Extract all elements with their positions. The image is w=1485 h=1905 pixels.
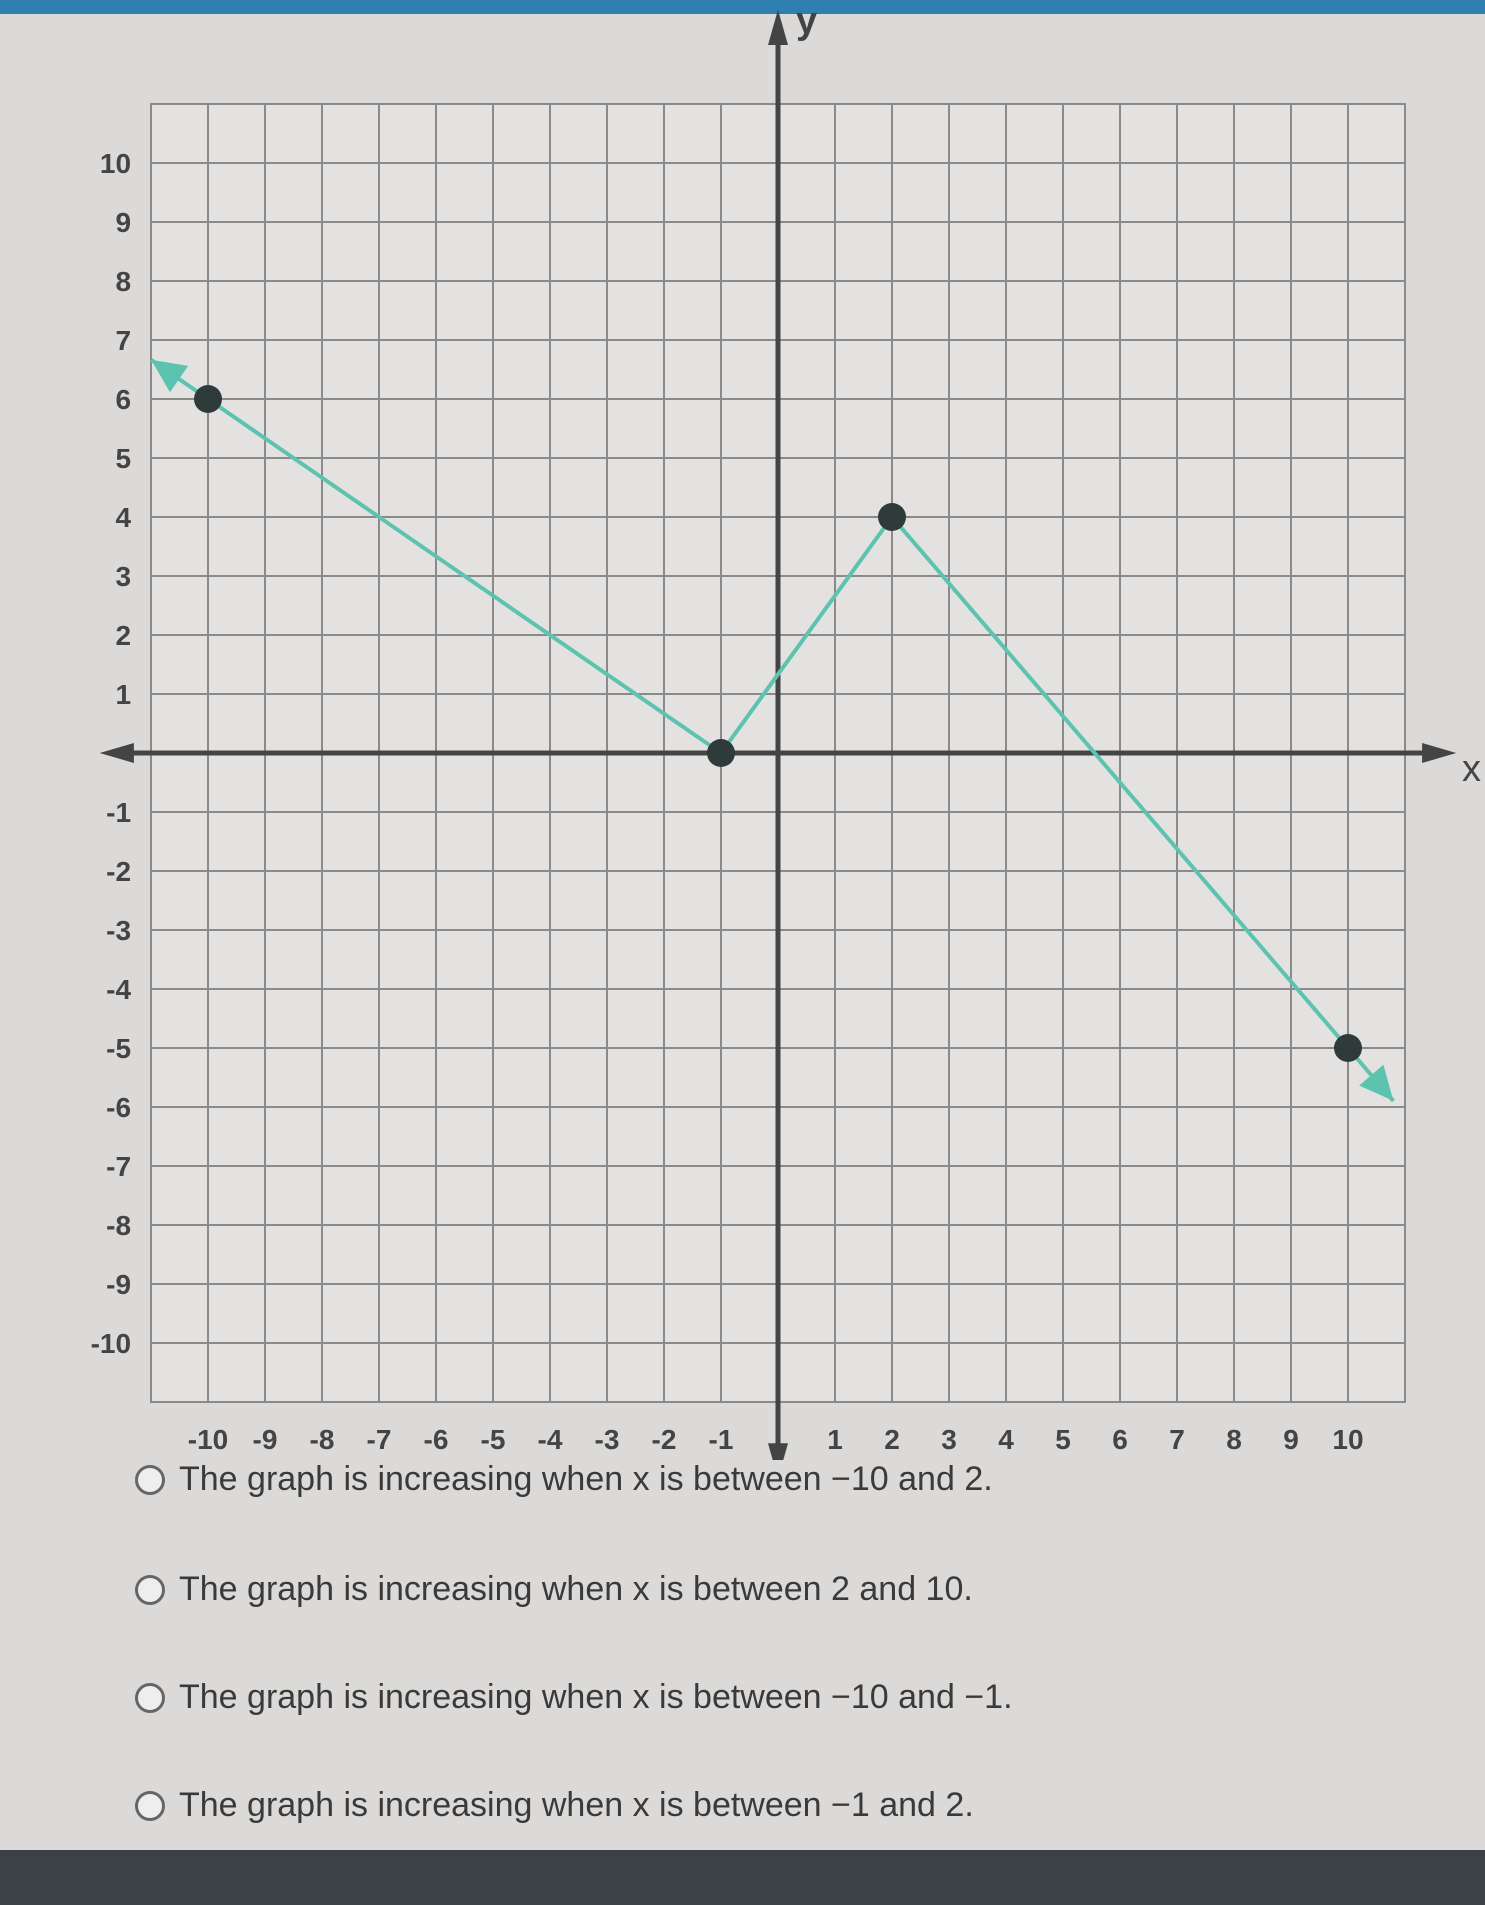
x-tick-label: -4 [538, 1424, 563, 1455]
x-tick-label: 10 [1332, 1424, 1363, 1455]
radio-button[interactable] [135, 1682, 165, 1713]
x-tick-label: -10 [188, 1424, 228, 1455]
y-tick-label: -5 [106, 1033, 131, 1064]
series-arrow [1359, 1064, 1394, 1101]
option-label: The graph is increasing when x is betwee… [179, 1460, 993, 1498]
x-axis-arrow-right [1422, 743, 1457, 763]
radio-button[interactable] [135, 1790, 165, 1821]
x-tick-label: 3 [941, 1424, 957, 1455]
y-tick-label: 10 [100, 148, 131, 179]
y-tick-label: -3 [106, 915, 131, 946]
answer-option-2[interactable]: The graph is increasing when x is betwee… [135, 1570, 973, 1609]
radio-button[interactable] [135, 1464, 165, 1495]
y-axis-arrow-up [768, 9, 788, 46]
y-tick-label: -9 [106, 1269, 131, 1300]
y-tick-label: -2 [106, 856, 131, 887]
y-tick-label: -6 [106, 1092, 131, 1123]
bottom-bar [0, 1850, 1485, 1905]
data-point [878, 503, 906, 531]
x-tick-label: 1 [827, 1424, 843, 1455]
x-tick-label: -6 [424, 1424, 449, 1455]
y-tick-label: 6 [115, 384, 131, 415]
x-tick-label: 5 [1055, 1424, 1071, 1455]
answer-option-3[interactable]: The graph is increasing when x is betwee… [135, 1678, 1013, 1717]
x-tick-label: -7 [367, 1424, 392, 1455]
x-tick-label: 4 [998, 1424, 1014, 1455]
series-arrow [151, 359, 189, 393]
x-tick-label: 8 [1226, 1424, 1242, 1455]
answer-option-1[interactable]: The graph is increasing when x is betwee… [135, 1460, 993, 1499]
x-tick-label: 2 [884, 1424, 900, 1455]
data-point [1334, 1034, 1362, 1062]
y-axis-arrow-down [768, 1443, 788, 1460]
y-tick-label: 8 [115, 266, 131, 297]
y-tick-label: 5 [115, 443, 131, 474]
radio-button[interactable] [135, 1574, 165, 1605]
x-tick-label: 6 [1112, 1424, 1128, 1455]
data-point [194, 385, 222, 413]
y-tick-label: -4 [106, 974, 131, 1005]
x-tick-label: -3 [595, 1424, 620, 1455]
y-tick-label: -7 [106, 1151, 131, 1182]
y-tick-label: 3 [115, 561, 131, 592]
y-tick-label: -8 [106, 1210, 131, 1241]
x-axis-label: x [1462, 748, 1481, 790]
x-tick-label: -2 [652, 1424, 677, 1455]
x-tick-label: 7 [1169, 1424, 1185, 1455]
y-tick-label: 2 [115, 620, 131, 651]
y-tick-label: 9 [115, 207, 131, 238]
y-tick-label: -10 [91, 1328, 131, 1359]
answer-option-4[interactable]: The graph is increasing when x is betwee… [135, 1786, 974, 1825]
x-tick-label: 9 [1283, 1424, 1299, 1455]
option-label: The graph is increasing when x is betwee… [179, 1678, 1013, 1716]
option-label: The graph is increasing when x is betwee… [179, 1786, 974, 1824]
y-tick-label: 1 [115, 679, 131, 710]
x-tick-label: -1 [709, 1424, 734, 1455]
y-tick-label: 7 [115, 325, 131, 356]
option-label: The graph is increasing when x is betwee… [179, 1570, 973, 1608]
y-axis-label: y [796, 0, 817, 42]
x-tick-label: -5 [481, 1424, 506, 1455]
top-bar [0, 0, 1485, 14]
x-axis-arrow-left [99, 743, 134, 763]
y-tick-label: -1 [106, 797, 131, 828]
x-tick-label: -9 [253, 1424, 278, 1455]
y-tick-label: 4 [115, 502, 131, 533]
x-tick-label: -8 [310, 1424, 335, 1455]
data-point [707, 739, 735, 767]
coordinate-graph: x y -10 -9 -8 -7 -6 -5 -4 -3 -2 -1 1 2 3 4 5 6 7 8 9 10 10 9 8 7 6… [91, 0, 1481, 1460]
